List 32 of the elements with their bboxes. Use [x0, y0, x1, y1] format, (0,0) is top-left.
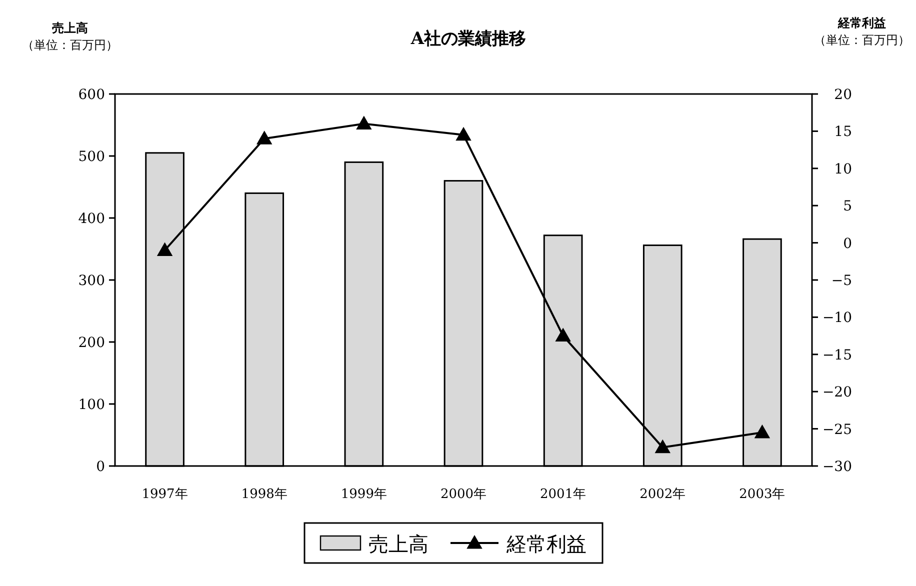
ytick: 600 [78, 87, 105, 103]
annotation: （単位：百万円） [814, 33, 910, 47]
legend-label: 売上高 [368, 532, 428, 556]
ytick: 0 [96, 459, 105, 475]
ylabel: 売上高 [52, 21, 88, 35]
xtick: 2002年 [640, 487, 686, 502]
xtick: 1999年 [340, 487, 387, 502]
ytick: 400 [78, 211, 105, 227]
y2tick: −10 [822, 310, 852, 326]
y2tick: 0 [843, 236, 852, 252]
y2tick: −30 [822, 459, 852, 475]
ytick: 500 [78, 149, 105, 165]
ytick: 300 [78, 273, 105, 289]
y2label: 経常利益 [838, 16, 886, 30]
y2tick: 10 [834, 161, 852, 178]
y2tick: −25 [822, 422, 852, 438]
legend-label: 経常利益 [506, 532, 586, 556]
y2tick: −20 [822, 384, 852, 401]
xtick: 2001年 [540, 487, 586, 502]
xtick: 2000年 [440, 487, 487, 502]
y2tick: 20 [834, 87, 852, 103]
y2tick: 15 [834, 124, 852, 140]
title: A社の業績推移 [410, 29, 526, 49]
xtick: 1998年 [241, 487, 288, 502]
y2tick: 5 [843, 198, 852, 215]
y2tick: −15 [822, 347, 852, 364]
xtick: 2003年 [739, 487, 786, 502]
annotation: （単位：百万円） [22, 38, 118, 52]
y2tick: −5 [831, 273, 852, 289]
xtick: 1997年 [142, 487, 188, 502]
ytick: 100 [78, 397, 105, 413]
ytick: 200 [78, 335, 105, 351]
